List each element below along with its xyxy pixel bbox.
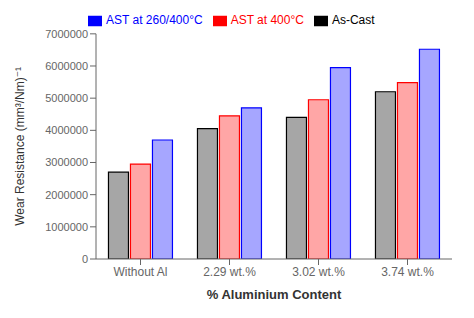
- svg-text:4000000: 4000000: [45, 124, 88, 136]
- svg-text:% Aluminium Content: % Aluminium Content: [207, 287, 342, 302]
- svg-text:2.29 wt.%: 2.29 wt.%: [203, 265, 256, 279]
- svg-text:3.02 wt.%: 3.02 wt.%: [292, 265, 345, 279]
- svg-text:7000000: 7000000: [45, 28, 88, 40]
- svg-text:0: 0: [82, 253, 88, 265]
- html-text:AST at 260/400°C: AST at 260/400°C: [106, 13, 203, 27]
- svg-text:2000000: 2000000: [45, 189, 88, 201]
- svg-text:3000000: 3000000: [45, 156, 88, 168]
- svg-text:Without Al: Without Al: [113, 265, 167, 279]
- svg-text:5000000: 5000000: [45, 92, 88, 104]
- svg-text:Wear Resistance (mm³/Nm)⁻¹: Wear Resistance (mm³/Nm)⁻¹: [13, 67, 27, 226]
- svg-text:6000000: 6000000: [45, 60, 88, 72]
- html-text:AST at 400°C: AST at 400°C: [230, 13, 304, 27]
- html-text:As-Cast: As-Cast: [331, 13, 375, 27]
- svg-text:3.74 wt.%: 3.74 wt.%: [381, 265, 434, 279]
- svg-text:1000000: 1000000: [45, 221, 88, 233]
